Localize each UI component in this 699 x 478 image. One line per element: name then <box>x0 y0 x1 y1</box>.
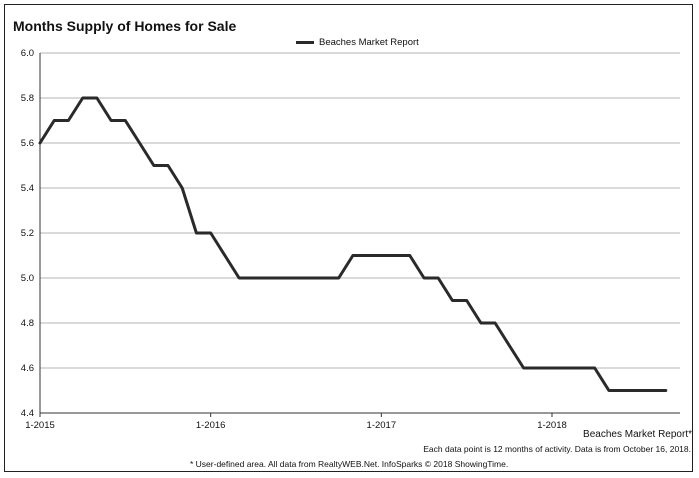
x-tick-label: 1-2018 <box>537 420 567 431</box>
series-line <box>38 96 668 392</box>
x-tick-label: 1-2015 <box>25 420 55 431</box>
y-tick-label: 4.8 <box>21 318 34 329</box>
legend-swatch <box>296 41 314 44</box>
y-tick-label: 6.0 <box>21 48 34 59</box>
footer-note-source: * User-defined area. All data from Realt… <box>190 459 509 469</box>
y-tick-label: 5.6 <box>21 138 34 149</box>
footer-series-label: Beaches Market Report* <box>583 429 692 440</box>
y-tick-label: 4.4 <box>21 408 34 419</box>
footer-note-data-points: Each data point is 12 months of activity… <box>423 444 691 454</box>
y-tick-label: 5.8 <box>21 93 34 104</box>
x-tick-label: 1-2016 <box>196 420 226 431</box>
chart-title: Months Supply of Homes for Sale <box>13 18 237 34</box>
chart-frame <box>4 4 693 472</box>
x-tick-label: 1-2017 <box>367 420 397 431</box>
chart-legend: Beaches Market Report <box>296 37 419 48</box>
y-tick-label: 5.0 <box>21 273 34 284</box>
y-tick-label: 5.2 <box>21 228 34 239</box>
y-tick-label: 4.6 <box>21 363 34 374</box>
legend-label: Beaches Market Report <box>319 37 419 48</box>
y-tick-label: 5.4 <box>21 183 34 194</box>
